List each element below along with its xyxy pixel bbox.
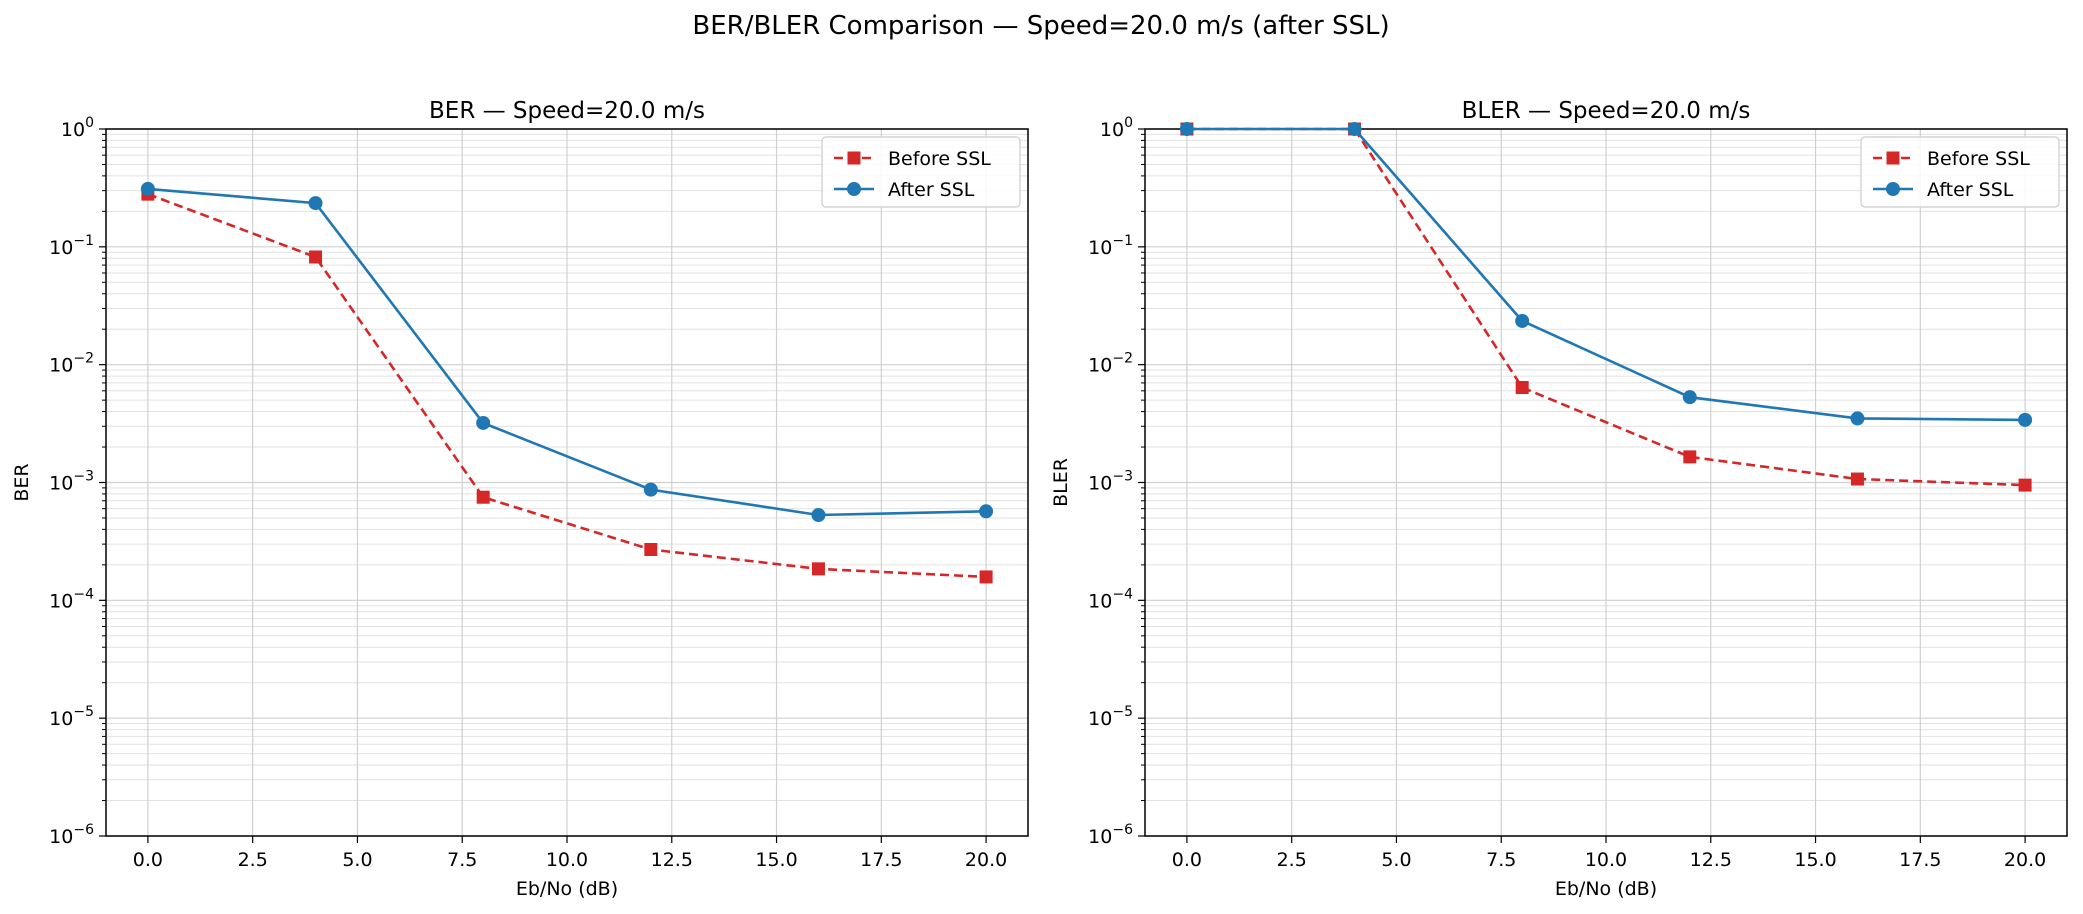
chart-2-data-point-after-ssl xyxy=(1179,122,1194,136)
chart-1-y-tick-label: 10−4 xyxy=(49,586,94,612)
chart-1-data-point-after-ssl xyxy=(811,507,826,522)
chart-2-data-point-before-ssl xyxy=(1683,450,1697,464)
chart-2-x-tick-label: 17.5 xyxy=(1899,849,1941,871)
chart-1-x-tick-label: 5.0 xyxy=(342,849,372,871)
chart-2-legend-marker xyxy=(1886,151,1900,165)
chart-1-legend: Before SSL After SSL xyxy=(821,136,1021,208)
chart-1-data-point-after-ssl xyxy=(643,482,658,497)
chart-1-y-tick-label: 10−3 xyxy=(49,469,94,495)
chart-2-y-tick-label: 100 xyxy=(1100,115,1133,141)
chart-1-data-point-before-ssl xyxy=(476,490,490,504)
chart-2-x-tick-label: 15.0 xyxy=(1794,849,1836,871)
chart-2-series-line-after-ssl xyxy=(1186,127,2026,422)
chart-1-data-point-before-ssl xyxy=(309,250,323,264)
chart-2-legend-label: After SSL xyxy=(1927,179,2014,201)
chart-1-x-axis-label: Eb/No (dB) xyxy=(516,878,618,900)
chart-2-y-tick-label: 10−3 xyxy=(1088,469,1133,495)
chart-2-y-axis-label: BLER xyxy=(1050,458,1072,507)
chart-1-y-tick-label: 10−2 xyxy=(49,351,94,377)
chart-1-y-axis-label: BER xyxy=(11,463,33,501)
chart-1-x-tick-label: 2.5 xyxy=(238,849,268,871)
chart-2-x-tick-label: 12.5 xyxy=(1690,849,1732,871)
chart-1-data-point-after-ssl xyxy=(308,196,323,211)
chart-2-x-tick-label: 10.0 xyxy=(1585,849,1627,871)
chart-1-series-line-before-ssl xyxy=(147,192,987,579)
chart-2-legend: Before SSL After SSL xyxy=(1860,136,2060,208)
chart-1-x-tick-label: 10.0 xyxy=(546,849,588,871)
chart-2-data-point-after-ssl xyxy=(1850,411,1865,426)
chart-1-x-tick-label: 17.5 xyxy=(860,849,902,871)
chart-2-y-tick-label: 10−6 xyxy=(1088,822,1133,848)
chart-1-series-line-after-ssl xyxy=(147,187,987,517)
chart-1-x-tick-label: 12.5 xyxy=(651,849,693,871)
chart-1-title: BER — Speed=20.0 m/s xyxy=(429,98,705,124)
chart-2-legend-marker xyxy=(1886,182,1900,196)
chart-1-data-point-before-ssl xyxy=(979,570,993,584)
chart-2-axes: 0.0 2.5 5.0 7.5 10.0 12.5 15.0 17.5 20.0 10−6 10−5… xyxy=(1050,98,2068,900)
chart-1-y-tick-label: 10−6 xyxy=(49,822,94,848)
chart-2-y-tick-label: 10−4 xyxy=(1088,586,1133,612)
chart-1-series-group xyxy=(140,181,994,584)
chart-2-data-point-after-ssl xyxy=(1515,313,1530,328)
chart-2-data-point-after-ssl xyxy=(1682,390,1697,405)
chart-1-data-point-after-ssl xyxy=(140,181,155,196)
chart-2-data-point-after-ssl xyxy=(2018,412,2033,427)
chart-2-x-axis-label: Eb/No (dB) xyxy=(1555,878,1657,900)
figure-suptitle: BER/BLER Comparison — Speed=20.0 m/s (af… xyxy=(692,11,1389,41)
chart-2-y-tick-label: 10−1 xyxy=(1088,233,1133,259)
chart-1-legend-marker xyxy=(847,182,861,196)
chart-1-legend-label: Before SSL xyxy=(888,148,991,170)
chart-1-data-point-after-ssl xyxy=(476,415,491,430)
chart-2-x-tick-label: 0.0 xyxy=(1172,849,1202,871)
chart-2-x-tick-label: 5.0 xyxy=(1381,849,1411,871)
chart-1-x-tick-label: 20.0 xyxy=(965,849,1007,871)
chart-1-y-tick-label: 100 xyxy=(61,115,94,141)
chart-2-title: BLER — Speed=20.0 m/s xyxy=(1462,98,1751,124)
chart-2-x-tick-label: 20.0 xyxy=(2004,849,2046,871)
chart-1-x-tick-label: 0.0 xyxy=(133,849,163,871)
chart-2-data-point-after-ssl xyxy=(1347,122,1362,136)
chart-1-legend-marker xyxy=(847,151,861,165)
chart-1-legend-label: After SSL xyxy=(888,179,975,201)
chart-2-y-tick-label: 10−5 xyxy=(1088,704,1133,730)
chart-1-x-tick-label: 15.0 xyxy=(755,849,797,871)
chart-2-data-point-before-ssl xyxy=(2018,478,2032,492)
chart-2-legend-label: Before SSL xyxy=(1927,148,2030,170)
chart-2-series-group xyxy=(1179,122,2033,492)
chart-2-x-tick-label: 7.5 xyxy=(1486,849,1516,871)
chart-2-x-tick-label: 2.5 xyxy=(1277,849,1307,871)
chart-1-data-point-before-ssl xyxy=(644,543,658,557)
chart-1-axes: 0.0 2.5 5.0 7.5 10.0 12.5 15.0 17.5 20.0 10−6 10−5… xyxy=(11,98,1029,900)
chart-2-series-line-before-ssl xyxy=(1186,127,2026,487)
chart-1-y-tick-label: 10−5 xyxy=(49,704,94,730)
chart-2-data-point-before-ssl xyxy=(1850,472,1864,486)
chart-2-data-point-before-ssl xyxy=(1515,381,1529,395)
chart-1-y-tick-label: 10−1 xyxy=(49,233,94,259)
chart-1-data-point-before-ssl xyxy=(811,562,825,576)
chart-2-y-tick-label: 10−2 xyxy=(1088,351,1133,377)
chart-1-data-point-after-ssl xyxy=(979,504,994,519)
chart-1-x-tick-label: 7.5 xyxy=(447,849,477,871)
